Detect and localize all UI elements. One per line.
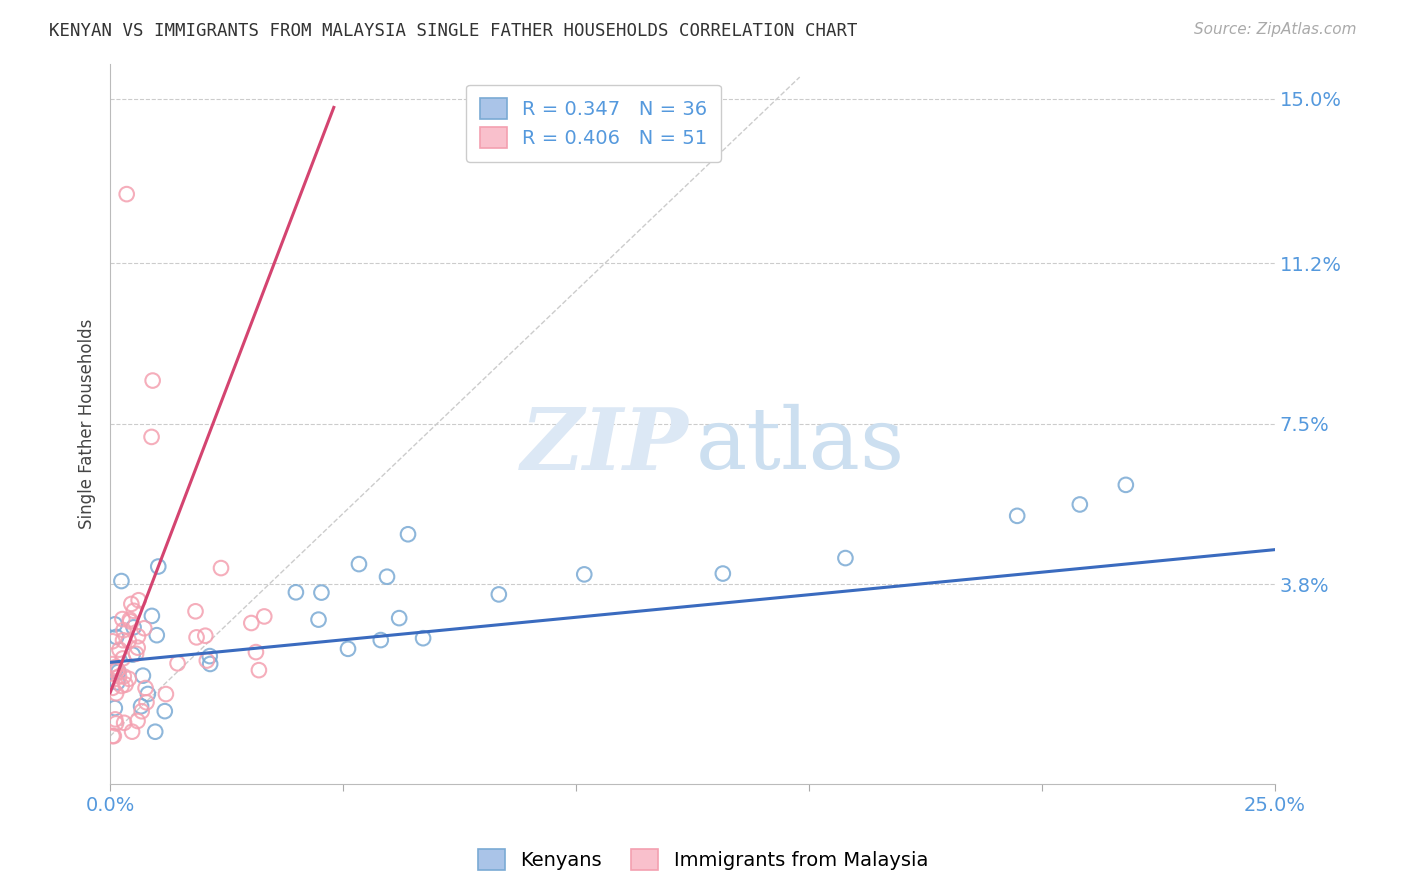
- Y-axis label: Single Father Households: Single Father Households: [79, 318, 96, 529]
- Point: [245, 645, 267, 659]
- Point: [112, 715, 135, 730]
- Point: [108, 670, 131, 684]
- Text: Source: ZipAtlas.com: Source: ZipAtlas.com: [1194, 22, 1357, 37]
- Point: [118, 672, 141, 686]
- Point: [120, 597, 142, 611]
- Point: [311, 585, 333, 599]
- Point: [105, 686, 128, 700]
- Point: [127, 629, 149, 643]
- Text: ZIP: ZIP: [522, 404, 689, 487]
- Point: [112, 623, 135, 637]
- Legend: Kenyans, Immigrants from Malaysia: Kenyans, Immigrants from Malaysia: [470, 841, 936, 878]
- Point: [121, 648, 143, 662]
- Point: [132, 668, 155, 682]
- Point: [128, 593, 150, 607]
- Point: [574, 567, 596, 582]
- Point: [104, 617, 127, 632]
- Point: [136, 687, 159, 701]
- Point: [135, 695, 157, 709]
- Point: [146, 628, 169, 642]
- Point: [111, 651, 134, 665]
- Point: [388, 611, 411, 625]
- Point: [101, 657, 124, 671]
- Point: [253, 609, 276, 624]
- Point: [142, 374, 165, 388]
- Point: [125, 647, 148, 661]
- Point: [308, 613, 330, 627]
- Point: [105, 675, 128, 690]
- Point: [127, 640, 149, 655]
- Point: [488, 587, 510, 601]
- Point: [107, 663, 129, 677]
- Point: [110, 574, 132, 588]
- Point: [134, 621, 156, 635]
- Point: [122, 604, 145, 618]
- Point: [115, 187, 138, 202]
- Point: [412, 631, 434, 645]
- Text: atlas: atlas: [696, 404, 905, 487]
- Point: [337, 641, 360, 656]
- Point: [135, 681, 157, 695]
- Point: [120, 615, 142, 629]
- Point: [347, 557, 370, 571]
- Point: [143, 724, 166, 739]
- Point: [105, 630, 128, 644]
- Point: [141, 430, 163, 444]
- Point: [195, 654, 218, 668]
- Point: [121, 724, 143, 739]
- Point: [107, 665, 129, 679]
- Point: [104, 701, 127, 715]
- Point: [129, 699, 152, 714]
- Point: [186, 631, 208, 645]
- Point: [122, 620, 145, 634]
- Point: [111, 633, 134, 648]
- Point: [247, 663, 270, 677]
- Point: [284, 585, 307, 599]
- Point: [166, 657, 188, 671]
- Point: [141, 608, 163, 623]
- Point: [1115, 478, 1137, 492]
- Legend: R = 0.347   N = 36, R = 0.406   N = 51: R = 0.347 N = 36, R = 0.406 N = 51: [465, 85, 721, 162]
- Point: [1005, 508, 1028, 523]
- Point: [240, 615, 263, 630]
- Point: [103, 664, 125, 678]
- Point: [111, 679, 134, 693]
- Point: [184, 604, 207, 618]
- Point: [155, 687, 177, 701]
- Point: [104, 716, 127, 731]
- Point: [396, 527, 419, 541]
- Point: [375, 570, 398, 584]
- Point: [108, 642, 131, 657]
- Point: [834, 551, 856, 566]
- Point: [153, 704, 176, 718]
- Point: [101, 634, 124, 648]
- Point: [131, 704, 153, 718]
- Point: [104, 664, 127, 678]
- Point: [194, 629, 217, 643]
- Point: [209, 561, 232, 575]
- Text: KENYAN VS IMMIGRANTS FROM MALAYSIA SINGLE FATHER HOUSEHOLDS CORRELATION CHART: KENYAN VS IMMIGRANTS FROM MALAYSIA SINGL…: [49, 22, 858, 40]
- Point: [101, 681, 124, 695]
- Point: [111, 612, 134, 626]
- Point: [104, 712, 127, 726]
- Point: [148, 559, 170, 574]
- Point: [118, 633, 141, 648]
- Point: [101, 729, 124, 743]
- Point: [127, 714, 149, 728]
- Point: [711, 566, 734, 581]
- Point: [103, 729, 125, 743]
- Point: [1069, 498, 1091, 512]
- Point: [370, 633, 392, 648]
- Point: [118, 613, 141, 627]
- Point: [112, 669, 135, 683]
- Point: [198, 657, 221, 671]
- Point: [198, 649, 221, 664]
- Point: [114, 677, 136, 691]
- Point: [104, 660, 127, 674]
